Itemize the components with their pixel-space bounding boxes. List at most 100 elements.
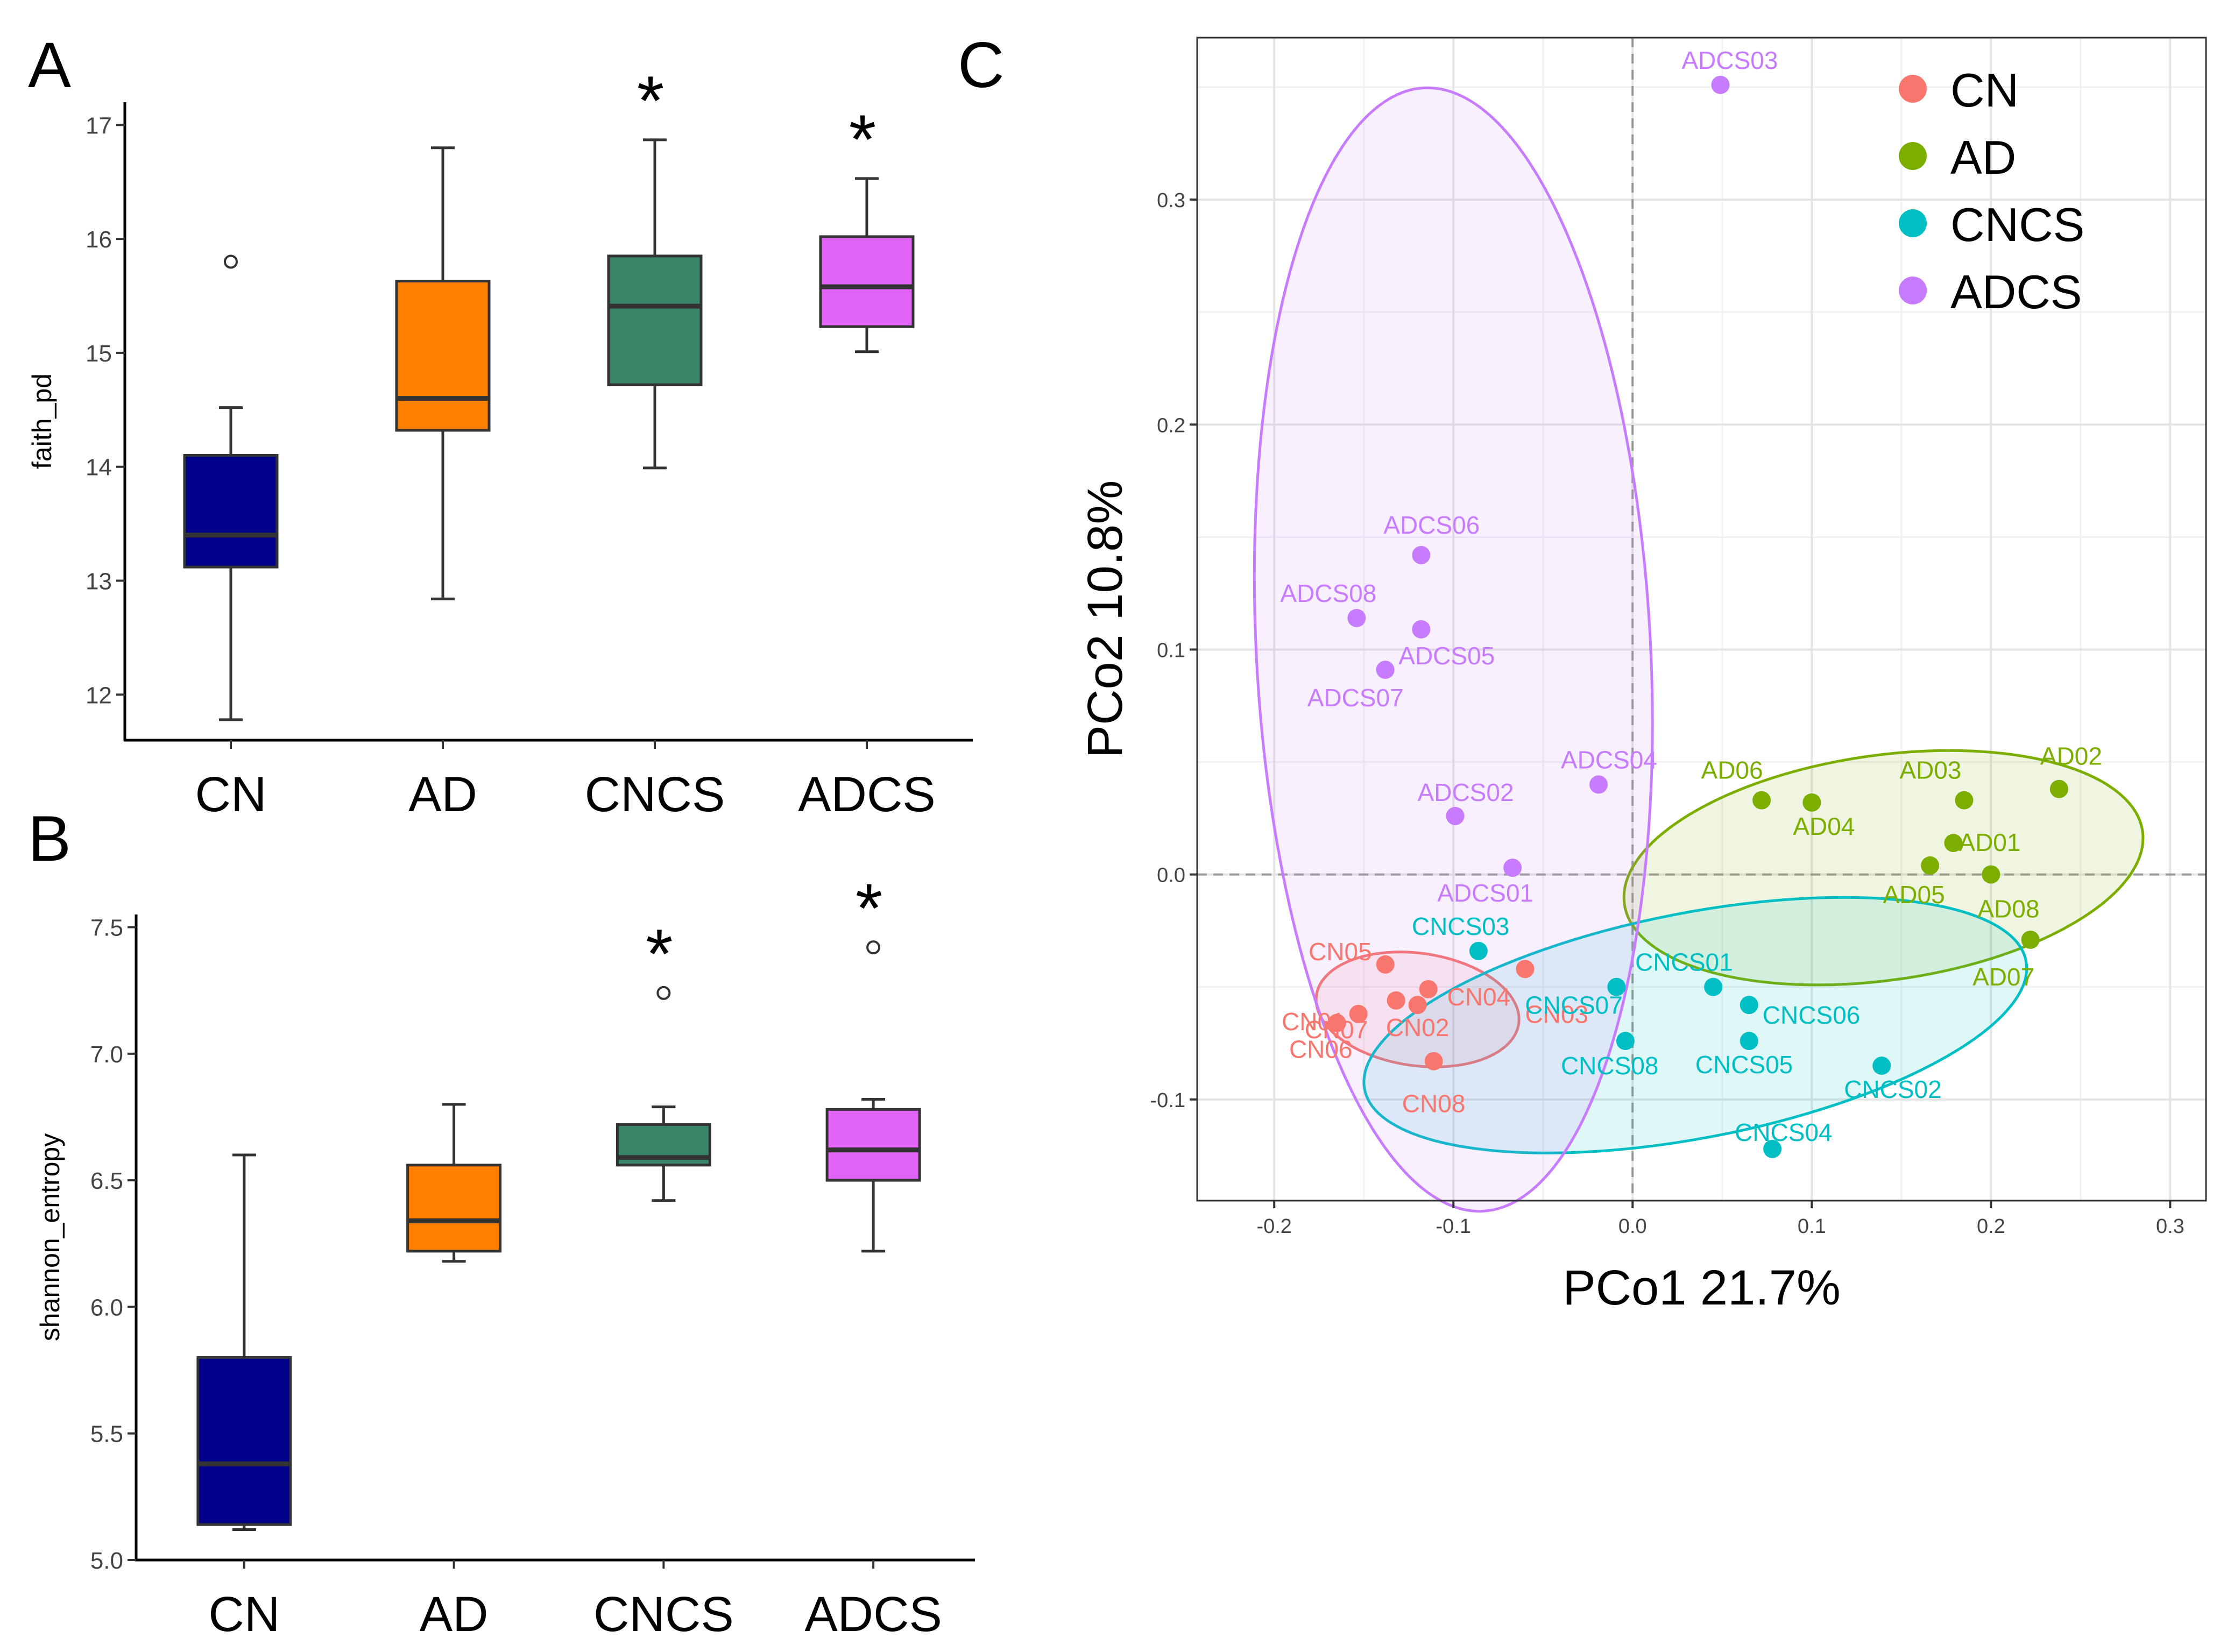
data-point-cncs05 <box>1740 1032 1758 1051</box>
significance-star-adcs: * <box>856 869 883 947</box>
point-label-ad02: AD02 <box>2040 742 2102 770</box>
x-axis-title: PCo1 21.7% <box>1563 1260 1841 1315</box>
data-point-cn01 <box>1387 991 1405 1010</box>
x-tick-label-cn: CN <box>208 1587 280 1642</box>
y-tick-label: 14 <box>86 455 112 481</box>
legend-marker-adcs <box>1899 276 1927 304</box>
point-label-cncs06: CNCS06 <box>1763 1001 1861 1029</box>
y-tick-label: 7.0 <box>90 1041 123 1068</box>
data-point-ad04 <box>1802 793 1821 812</box>
panel-a-boxplot: 12 13 14 15 16 17 faith_pd CN AD CNCS * ADCS * <box>27 61 973 822</box>
y-axis-title: PCo2 10.8% <box>1078 480 1133 758</box>
data-point-adcs08 <box>1347 608 1366 627</box>
legend-label-cn: CN <box>1950 63 2019 117</box>
data-point-adcs03 <box>1711 75 1730 94</box>
panel-c-letter: C <box>958 29 1005 101</box>
point-label-cncs03: CNCS03 <box>1412 912 1510 940</box>
legend-marker-cncs <box>1899 209 1927 237</box>
data-point-cn06 <box>1327 1013 1346 1032</box>
legend-marker-cn <box>1899 75 1927 103</box>
legend-label-ad: AD <box>1950 131 2016 184</box>
point-label-cncs04: CNCS04 <box>1735 1118 1833 1146</box>
ellipse-adcs <box>1253 86 1654 1213</box>
point-label-adcs07: ADCS07 <box>1307 684 1404 712</box>
panel-b-letter: B <box>28 803 71 875</box>
point-label-cncs07: CNCS07 <box>1525 991 1623 1019</box>
point-label-cn02: CN02 <box>1386 1013 1450 1041</box>
y-axis-title: shannon_entropy <box>35 1133 65 1341</box>
y-tick-label: 0.3 <box>1157 189 1185 212</box>
panel-c-scatter: CN01 CN02 CN03CN04CN05CN06CN07CN08AD01AD02… <box>1078 37 2207 1315</box>
data-point-cncs02 <box>1872 1057 1891 1075</box>
y-tick-label: 6.0 <box>90 1294 123 1321</box>
point-label-adcs04: ADCS04 <box>1561 746 1657 774</box>
ellipse-ad <box>1622 749 2145 987</box>
outlier-point-cn <box>224 254 238 269</box>
y-tick-label: 13 <box>86 569 112 595</box>
data-point-cn04 <box>1419 980 1438 998</box>
data-point-adcs05 <box>1412 620 1431 639</box>
point-label-cn04: CN04 <box>1447 983 1511 1011</box>
data-point-ad06 <box>1752 791 1771 810</box>
point-label-cn07: CN07 <box>1305 1016 1368 1044</box>
x-tick-label: -0.2 <box>1256 1215 1291 1238</box>
box-ad <box>406 1164 502 1253</box>
legend-label-cncs: CNCS <box>1950 198 2084 251</box>
x-tick-label: 0.3 <box>2156 1215 2184 1238</box>
box-cncs <box>607 254 703 386</box>
point-label-adcs03: ADCS03 <box>1681 46 1778 74</box>
y-tick-label: 0.1 <box>1157 639 1185 662</box>
point-label-adcs05: ADCS05 <box>1398 642 1495 670</box>
significance-star-cncs: * <box>637 61 664 140</box>
point-label-ad04: AD04 <box>1793 812 1855 840</box>
x-tick-label-adcs: ADCS <box>804 1587 942 1642</box>
data-point-adcs06 <box>1412 545 1431 564</box>
point-label-cncs05: CNCS05 <box>1695 1051 1793 1079</box>
data-point-cn05 <box>1376 955 1395 974</box>
y-tick-label: 0.2 <box>1157 414 1185 437</box>
point-label-adcs06: ADCS06 <box>1383 511 1480 539</box>
x-tick-label-adcs: ADCS <box>798 767 936 822</box>
outlier-point-cncs <box>656 985 671 1000</box>
point-label-adcs08: ADCS08 <box>1280 579 1376 607</box>
y-tick-label: 12 <box>86 682 112 708</box>
point-label-ad05: AD05 <box>1883 881 1945 909</box>
x-tick-label-ad: AD <box>420 1587 489 1642</box>
x-tick-label: 0.0 <box>1618 1215 1647 1238</box>
y-tick-label: 15 <box>86 341 112 367</box>
y-tick-label: 0.0 <box>1157 864 1185 887</box>
point-label-cncs08: CNCS08 <box>1561 1052 1659 1080</box>
box-adcs <box>825 1108 921 1182</box>
x-tick-label: 0.2 <box>1977 1215 2005 1238</box>
data-point-ad03 <box>1955 791 1974 810</box>
legend-label-adcs: ADCS <box>1950 265 2082 318</box>
point-label-cn08: CN08 <box>1402 1090 1466 1118</box>
data-point-ad07 <box>2021 930 2040 949</box>
box-cn <box>196 1356 292 1526</box>
point-label-cn03: CN03 <box>1525 1000 1588 1028</box>
data-point-cncs08 <box>1616 1032 1635 1051</box>
point-label-cncs01: CNCS01 <box>1635 948 1733 976</box>
y-tick-label: 7.5 <box>90 915 123 941</box>
x-tick-label-ad: AD <box>408 767 477 822</box>
data-point-cncs06 <box>1740 996 1758 1015</box>
y-tick-label: 17 <box>86 112 112 139</box>
point-label-ad07: AD07 <box>1972 963 2034 991</box>
data-point-cncs03 <box>1469 941 1488 960</box>
significance-star-adcs: * <box>849 100 876 179</box>
significance-star-cncs: * <box>646 914 673 993</box>
x-tick-label: -0.1 <box>1436 1215 1471 1238</box>
y-tick-label: 6.5 <box>90 1168 123 1194</box>
panel-b-boxplot: 5.0 5.5 6.0 6.5 7.0 7.5 shannon_entropy CN AD CNC… <box>35 869 975 1642</box>
x-tick-label: 0.1 <box>1798 1215 1826 1238</box>
point-label-ad03: AD03 <box>1899 756 1961 784</box>
plot-border <box>1196 37 2207 1202</box>
box-adcs <box>819 235 915 328</box>
data-point-ad02 <box>2049 779 2068 798</box>
data-point-cncs04 <box>1763 1139 1782 1158</box>
point-label-ad01: AD01 <box>1959 828 2020 856</box>
point-label-cncs02: CNCS02 <box>1844 1075 1942 1103</box>
box-ad <box>395 280 491 432</box>
point-label-ad06: AD06 <box>1701 756 1763 784</box>
data-point-adcs04 <box>1589 775 1608 794</box>
